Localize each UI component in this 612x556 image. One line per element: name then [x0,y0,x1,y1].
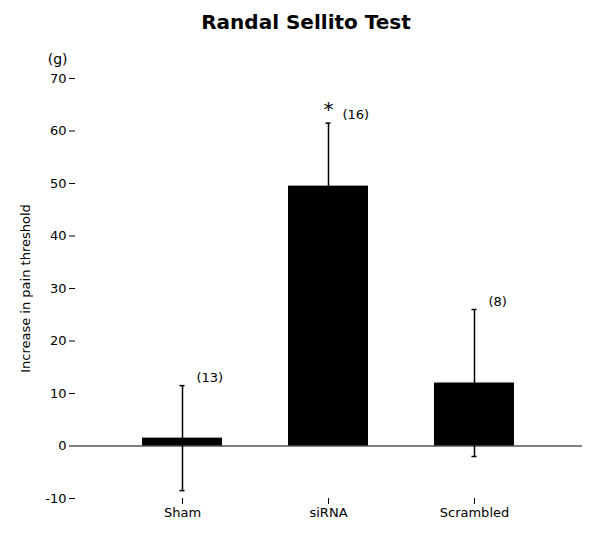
svg-text:0: 0 [58,438,66,453]
svg-text:70: 70 [50,71,67,86]
svg-text:30: 30 [50,281,67,296]
svg-text:(13): (13) [197,370,224,385]
svg-text:siRNA: siRNA [309,505,347,520]
html-text:Randal Sellito Test: Randal Sellito Test [201,10,411,34]
svg-text:(g): (g) [48,51,68,67]
svg-text:Scrambled: Scrambled [440,505,510,520]
svg-text:Increase in pain threshold: Increase in pain threshold [18,204,33,373]
svg-text:10: 10 [50,386,67,401]
svg-text:-10: -10 [45,491,66,506]
svg-text:Sham: Sham [164,505,201,520]
svg-text:50: 50 [50,176,67,191]
svg-text:60: 60 [50,123,67,138]
svg-text:*: * [324,97,334,121]
svg-text:(8): (8) [489,294,507,309]
svg-text:20: 20 [50,333,67,348]
svg-text:40: 40 [50,228,67,243]
svg-text:(16): (16) [343,107,370,122]
